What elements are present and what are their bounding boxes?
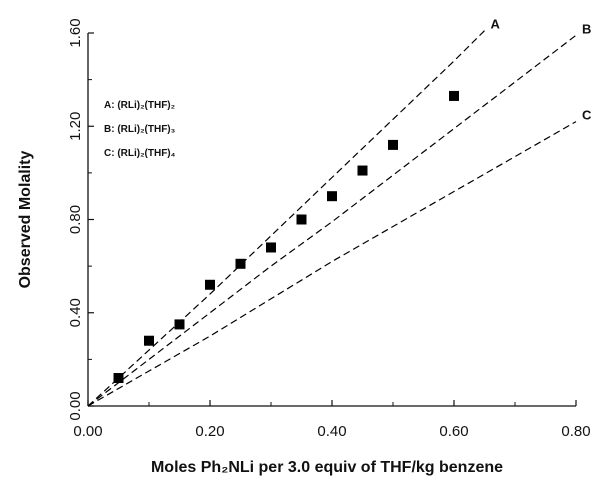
legend-entry-a: A: (RLi)₂(THF)₂	[104, 100, 175, 111]
y-tick-label: 1.60	[67, 18, 84, 47]
curve-label-c: C	[582, 108, 592, 123]
legend-entry-c: C: (RLi)₂(THF)₄	[104, 148, 176, 159]
x-axis-title: Moles Ph₂NLi per 3.0 equiv of THF/kg ben…	[151, 459, 503, 476]
axes: 0.00 0.40 0.80 1.20 1.60 0.00 0.20 0.40 0.60 0.80	[67, 18, 591, 440]
legend: A: (RLi)₂(THF)₂ B: (RLi)₂(THF)₃ C: (RLi)₂(…	[104, 100, 176, 159]
x-tick-label: 0.80	[561, 423, 590, 440]
y-tick-label: 0.00	[67, 391, 84, 420]
curve-c	[87, 121, 577, 407]
x-tick-label: 0.60	[439, 423, 468, 440]
data-point	[296, 214, 307, 225]
data-point	[205, 279, 215, 290]
x-tick-label: 0.20	[195, 423, 224, 440]
legend-entry-b: B: (RLi)₂(THF)₃	[104, 124, 176, 135]
reference-curves: A B C	[87, 17, 592, 407]
curve-label-b: B	[582, 21, 591, 36]
observed-markers	[113, 90, 459, 384]
curve-b	[87, 34, 577, 407]
data-point	[357, 165, 368, 176]
x-tick-label: 0.00	[73, 423, 102, 440]
data-point	[144, 335, 154, 346]
data-point	[113, 373, 124, 384]
data-point	[388, 139, 398, 150]
y-tick-label: 0.80	[67, 205, 84, 234]
curve-label-a: A	[491, 17, 501, 32]
y-tick-label: 0.40	[67, 298, 84, 327]
data-point	[266, 242, 276, 253]
data-point	[235, 258, 246, 269]
x-tick-label: 0.40	[317, 423, 346, 440]
data-point	[327, 191, 337, 202]
data-point	[174, 319, 185, 330]
curve-a	[87, 30, 485, 407]
y-axis-title: Observed Molality	[17, 150, 34, 288]
y-tick-label: 1.20	[67, 112, 84, 141]
data-point	[449, 90, 459, 101]
